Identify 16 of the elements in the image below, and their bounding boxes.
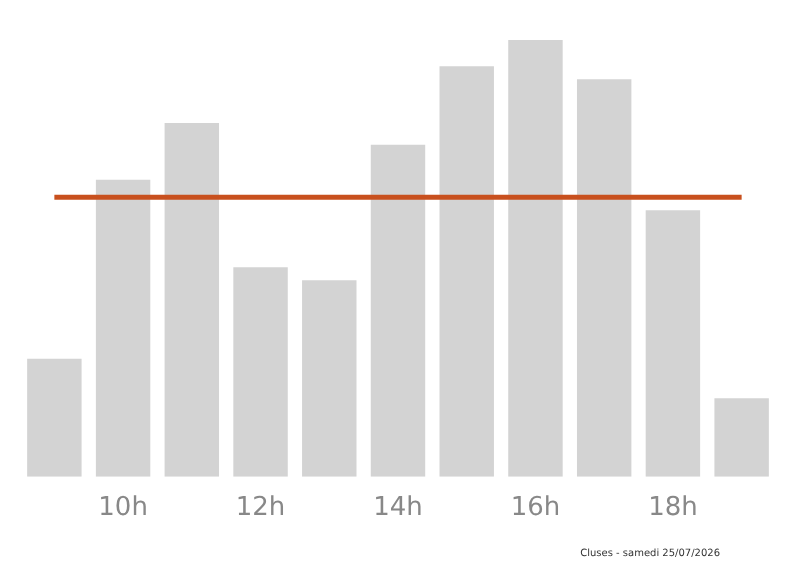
bar	[95, 179, 151, 477]
x-tick-label: 18h	[648, 493, 698, 524]
x-tick-label: 12h	[235, 493, 286, 524]
bar	[714, 398, 769, 477]
bar	[302, 280, 357, 477]
bar	[645, 210, 701, 477]
bar	[164, 122, 220, 477]
x-tick-label: 14h	[373, 493, 423, 524]
bar	[27, 358, 82, 477]
bar	[508, 40, 563, 477]
bar	[576, 79, 632, 477]
bar	[233, 267, 288, 477]
x-tick-label: 10h	[98, 493, 148, 524]
bar	[439, 66, 494, 477]
x-tick-label: 16h	[510, 493, 561, 524]
bar	[370, 144, 426, 477]
